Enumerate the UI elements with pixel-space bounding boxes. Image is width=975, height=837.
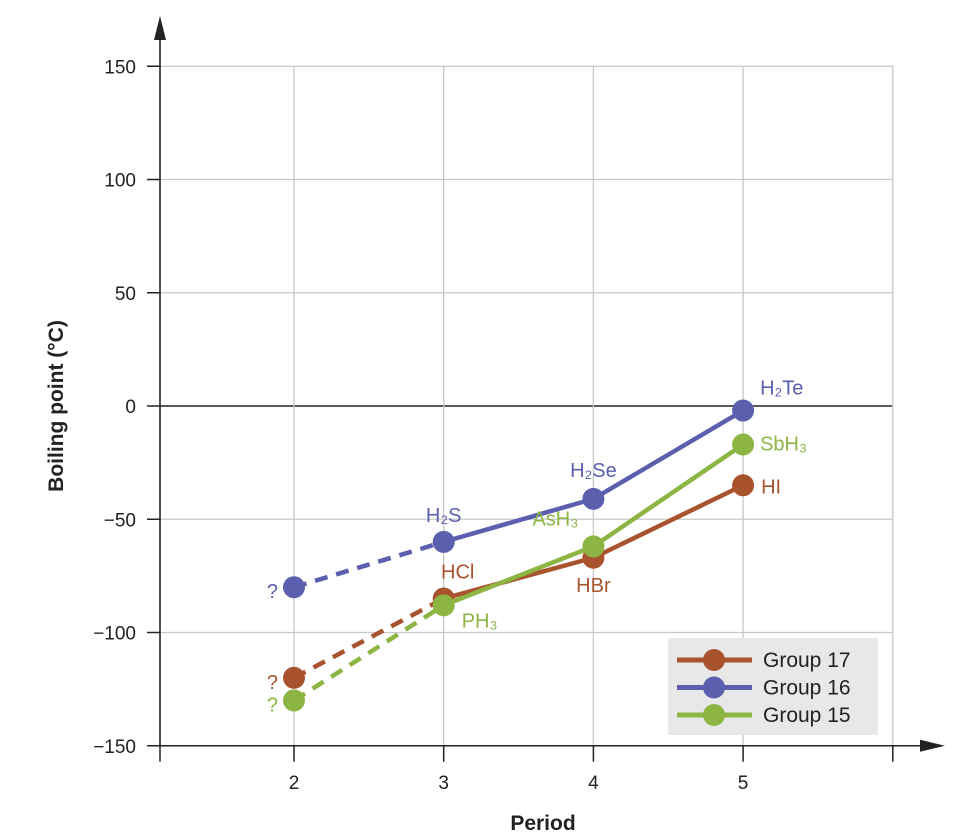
legend-label: Group 16 bbox=[763, 677, 851, 700]
x-tick-label: 3 bbox=[438, 773, 449, 794]
legend-label: Group 15 bbox=[763, 704, 851, 727]
y-tick-label: 0 bbox=[125, 397, 136, 418]
line-segment bbox=[443, 496, 595, 545]
data-label: PH₃ bbox=[462, 610, 498, 632]
data-point bbox=[432, 594, 455, 617]
data-label: HCl bbox=[441, 562, 474, 584]
data-label: SbH₃ bbox=[760, 434, 807, 456]
data-label: H₂S bbox=[426, 505, 462, 527]
line-segment bbox=[592, 483, 745, 560]
legend-marker bbox=[703, 676, 725, 699]
legend-marker bbox=[703, 649, 725, 671]
data-label: AsH₃ bbox=[532, 508, 578, 530]
x-axis-title: Period bbox=[510, 812, 575, 835]
data-point bbox=[582, 487, 605, 510]
series: ? HCl HBr HI? H₂S H₂Se H₂Te? PH₃ AsH₃ SbH₃ bbox=[267, 378, 807, 717]
series-group-16: ? H₂S H₂Se H₂Te bbox=[267, 378, 804, 604]
line-segment bbox=[442, 544, 595, 608]
legend-marker bbox=[703, 704, 725, 726]
data-point bbox=[732, 399, 755, 422]
legend: Group 17 Group 16 Group 15 bbox=[668, 638, 878, 735]
data-point bbox=[432, 530, 455, 553]
axes: 150 100 50 0 −50 −100 −150 2 3 4 5 bbox=[93, 16, 945, 794]
x-tick-label: 5 bbox=[738, 773, 749, 794]
data-label: ? bbox=[267, 581, 278, 603]
data-label: H₂Te bbox=[760, 378, 803, 400]
x-tick-label: 4 bbox=[588, 773, 599, 794]
y-tick-label: 50 bbox=[115, 284, 136, 305]
data-point bbox=[732, 474, 755, 497]
line-segment bbox=[592, 442, 745, 549]
x-tick-label: 2 bbox=[289, 773, 300, 794]
data-label: HBr bbox=[576, 575, 611, 597]
data-point bbox=[283, 666, 305, 689]
data-point bbox=[283, 689, 305, 712]
data-point bbox=[732, 433, 755, 456]
series-group-15: ? PH₃ AsH₃ SbH₃ bbox=[267, 433, 807, 716]
dashed-segment bbox=[292, 603, 445, 703]
data-label: ? bbox=[267, 694, 278, 716]
y-axis-title: Boiling point (°C) bbox=[45, 320, 68, 492]
data-label: ? bbox=[267, 672, 278, 694]
dashed-segment bbox=[292, 596, 445, 680]
legend-label: Group 17 bbox=[763, 649, 851, 672]
y-tick-label: 100 bbox=[104, 171, 136, 192]
y-tick-label: −50 bbox=[104, 510, 136, 531]
data-point bbox=[283, 576, 305, 599]
line-segment bbox=[592, 408, 745, 501]
data-label: HI bbox=[761, 476, 781, 498]
y-axis-arrow bbox=[154, 16, 166, 40]
data-point bbox=[582, 535, 605, 558]
y-tick-label: −100 bbox=[93, 624, 136, 645]
data-label: H₂Se bbox=[570, 460, 617, 482]
y-tick-label: −150 bbox=[93, 737, 136, 758]
x-axis-arrow bbox=[920, 739, 945, 752]
y-tick-label: 150 bbox=[104, 57, 136, 78]
dashed-segment bbox=[293, 539, 445, 590]
